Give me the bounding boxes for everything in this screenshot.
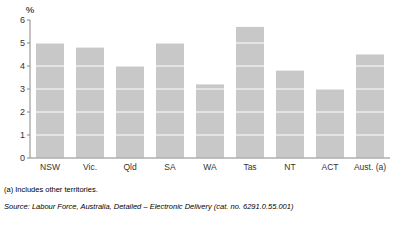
grid — [30, 20, 390, 158]
bar — [76, 48, 104, 158]
y-tick — [27, 66, 30, 67]
x-tick-label: Vic. — [83, 162, 97, 172]
x-ticks: NSW Vic. Qld SA WA Tas NT ACT Aust. (a) — [40, 162, 386, 172]
x-tick-label: SA — [164, 162, 176, 172]
y-tick-label: 0 — [20, 153, 25, 163]
bar — [36, 43, 64, 158]
grid-line — [30, 43, 390, 44]
y-tick — [27, 89, 30, 90]
x-tick-label: NSW — [40, 162, 60, 172]
y-tick-label: 5 — [20, 38, 25, 48]
y-tick — [27, 112, 30, 113]
grid-line — [30, 89, 390, 90]
bar — [196, 84, 224, 158]
grid-line — [30, 158, 390, 159]
y-tick-label: 4 — [20, 61, 25, 71]
y-tick — [27, 20, 30, 21]
x-tick-label: ACT — [322, 162, 339, 172]
footnote: (a) Includes other territories. — [4, 185, 98, 194]
grid-line — [30, 135, 390, 136]
y-tick — [27, 158, 30, 159]
bar — [356, 55, 384, 159]
x-tick-label: NT — [284, 162, 295, 172]
y-tick — [27, 135, 30, 136]
x-tick-label: Aust. (a) — [354, 162, 386, 172]
y-tick-label: 3 — [20, 84, 25, 94]
grid-line — [30, 66, 390, 67]
y-tick — [27, 43, 30, 44]
y-tick-label: 2 — [20, 107, 25, 117]
x-tick-label: Qld — [123, 162, 137, 172]
grid-line — [30, 20, 390, 21]
y-tick-label: 1 — [20, 130, 25, 140]
y-ticks: 0 1 2 3 4 5 6 — [20, 15, 30, 163]
bar — [236, 27, 264, 158]
bar — [276, 71, 304, 158]
y-tick-label: 6 — [20, 15, 25, 25]
x-tick-label: Tas — [243, 162, 256, 172]
footnote: Source: Labour Force, Australia, Detaile… — [4, 202, 294, 211]
y-label: % — [26, 4, 35, 15]
bar — [316, 89, 344, 158]
bars — [36, 27, 384, 158]
grid-line — [30, 112, 390, 113]
footnotes: (a) Includes other territories. Source: L… — [4, 185, 294, 211]
chart: 0 1 2 3 4 5 6% NSW Vic. Qld SA WA Tas NT ACT Aust. (a) (… — [0, 0, 397, 227]
bar — [156, 43, 184, 158]
x-axis-line — [30, 158, 390, 159]
x-tick-label: WA — [203, 162, 217, 172]
